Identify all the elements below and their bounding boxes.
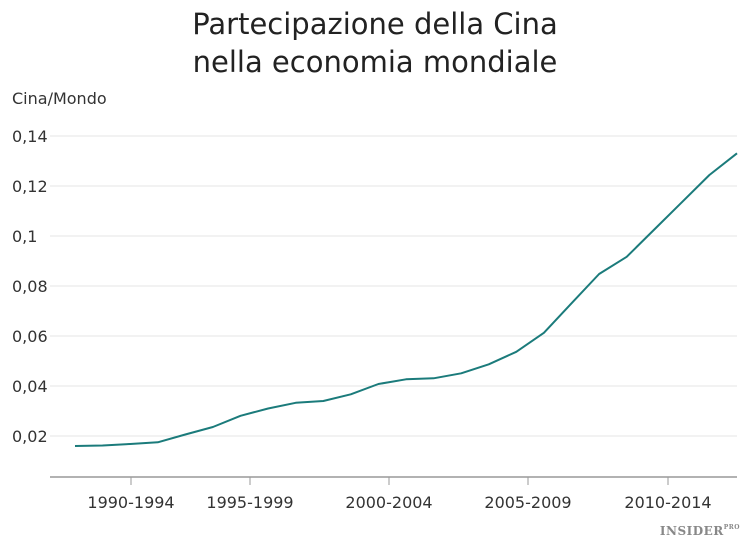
y-axis-label: Cina/Mondo: [12, 89, 107, 108]
insider-pro-logo: INSIDERPRO: [660, 524, 740, 538]
y-tick-label: 0,14: [12, 127, 48, 146]
y-tick-label: 0,08: [12, 277, 48, 296]
chart-title-line-1: Partecipazione della Cina: [192, 7, 558, 41]
series-line: [74, 152, 738, 447]
x-tick-label: 2010-2014: [624, 493, 711, 512]
logo-text: INSIDER: [659, 524, 724, 538]
x-tick-label: 1990-1994: [87, 493, 174, 512]
y-tick-label: 0,02: [12, 427, 48, 446]
y-tick-label: 0,1: [12, 227, 37, 246]
y-tick-label: 0,12: [12, 177, 48, 196]
x-tick-label: 1995-1999: [206, 493, 293, 512]
x-tick-label: 2000-2004: [345, 493, 432, 512]
logo-suffix: PRO: [723, 524, 740, 531]
y-tick-label: 0,06: [12, 327, 48, 346]
x-tick-label: 2005-2009: [484, 493, 571, 512]
y-tick-label: 0,04: [12, 377, 48, 396]
chart-title-line-2: nella economia mondiale: [192, 45, 558, 79]
